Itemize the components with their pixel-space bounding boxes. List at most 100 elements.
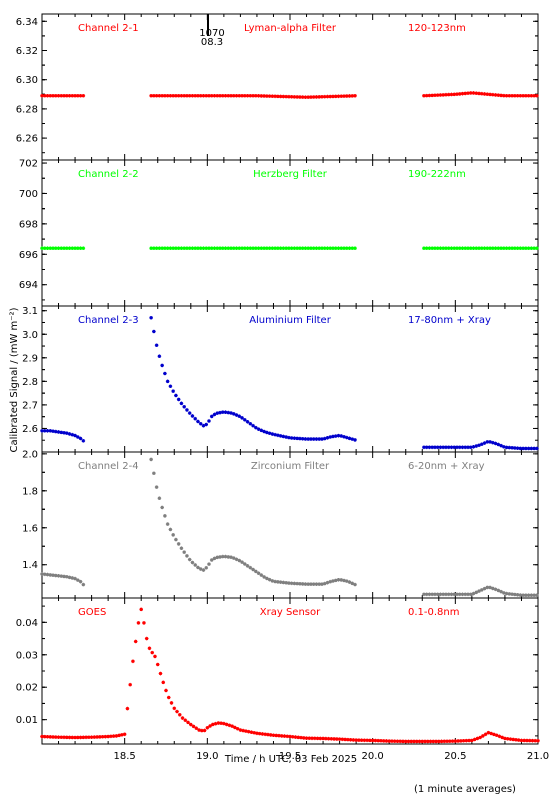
data-point	[499, 93, 503, 98]
data-point	[314, 95, 319, 99]
data-point	[165, 379, 170, 384]
data-point	[273, 432, 277, 437]
data-point	[304, 736, 309, 740]
data-point	[342, 578, 346, 583]
data-point	[313, 736, 317, 741]
data-point	[59, 735, 64, 740]
data-point	[45, 429, 50, 433]
data-point	[435, 93, 440, 97]
data-point	[267, 577, 272, 582]
data-point	[219, 721, 223, 725]
data-point	[491, 246, 495, 251]
data-point	[390, 739, 394, 743]
data-point	[189, 722, 193, 727]
data-point	[267, 431, 272, 436]
panel-filter-label: Lyman-alpha Filter	[244, 23, 337, 34]
data-point	[81, 439, 86, 443]
data-point	[42, 572, 47, 577]
data-point	[535, 93, 539, 98]
data-point	[244, 729, 248, 733]
data-point	[444, 246, 448, 251]
data-point	[493, 441, 498, 446]
data-point	[254, 93, 258, 98]
data-point	[51, 246, 55, 251]
data-point	[526, 246, 531, 251]
data-point	[76, 246, 80, 251]
data-point	[260, 732, 265, 736]
data-point	[492, 732, 496, 737]
panel-band-label: 17-80nm + Xray	[408, 315, 491, 326]
data-point	[336, 433, 341, 438]
data-point	[522, 738, 527, 743]
data-point	[331, 434, 335, 439]
data-point	[243, 93, 247, 98]
data-point	[536, 738, 540, 743]
data-point	[209, 414, 214, 419]
data-point	[485, 92, 490, 97]
data-point	[322, 436, 327, 441]
data-point	[209, 93, 214, 98]
data-point	[463, 91, 468, 96]
data-point	[331, 579, 335, 583]
data-point	[526, 446, 531, 451]
data-point	[238, 728, 243, 732]
data-point	[218, 410, 222, 415]
data-point	[73, 433, 77, 438]
data-point	[89, 735, 94, 739]
data-point	[306, 95, 310, 99]
data-point	[417, 739, 422, 744]
data-point	[81, 735, 86, 740]
data-point	[474, 246, 479, 251]
data-point	[529, 246, 534, 251]
data-point	[479, 246, 484, 251]
data-point	[441, 246, 446, 251]
data-point	[70, 93, 75, 98]
data-point	[482, 586, 487, 591]
data-point	[48, 246, 53, 251]
data-point	[339, 246, 344, 251]
data-point	[234, 93, 239, 98]
data-point	[95, 735, 99, 739]
data-point	[213, 721, 218, 726]
data-point	[431, 739, 436, 744]
data-point	[427, 93, 432, 98]
data-point	[524, 446, 528, 451]
data-point	[42, 246, 47, 251]
data-point	[526, 93, 531, 98]
data-point	[438, 445, 443, 450]
data-point	[174, 537, 178, 542]
data-point	[51, 573, 55, 578]
data-point	[227, 723, 232, 728]
data-point	[204, 422, 209, 427]
data-point	[56, 246, 61, 251]
y-tick-label: 3.0	[22, 330, 38, 341]
data-point	[329, 737, 334, 741]
data-point	[218, 555, 222, 559]
data-point	[350, 581, 355, 586]
data-point	[273, 94, 277, 99]
data-point	[251, 567, 255, 572]
data-point	[229, 555, 233, 560]
data-point	[311, 437, 316, 441]
data-point	[435, 592, 440, 597]
data-point	[223, 93, 228, 98]
data-point	[133, 639, 138, 644]
data-point	[70, 432, 75, 437]
data-point	[452, 592, 457, 597]
data-point	[504, 93, 509, 98]
data-point	[504, 591, 509, 596]
data-point	[315, 736, 320, 741]
data-point	[466, 445, 470, 450]
data-point	[441, 93, 446, 97]
data-point	[65, 431, 69, 435]
data-point	[342, 246, 346, 251]
data-point	[359, 738, 364, 743]
data-point	[406, 739, 411, 744]
x-tick-label: 19.0	[196, 751, 218, 762]
data-point	[175, 709, 179, 714]
data-point	[524, 246, 528, 251]
data-point	[234, 246, 239, 251]
data-point	[414, 739, 419, 744]
